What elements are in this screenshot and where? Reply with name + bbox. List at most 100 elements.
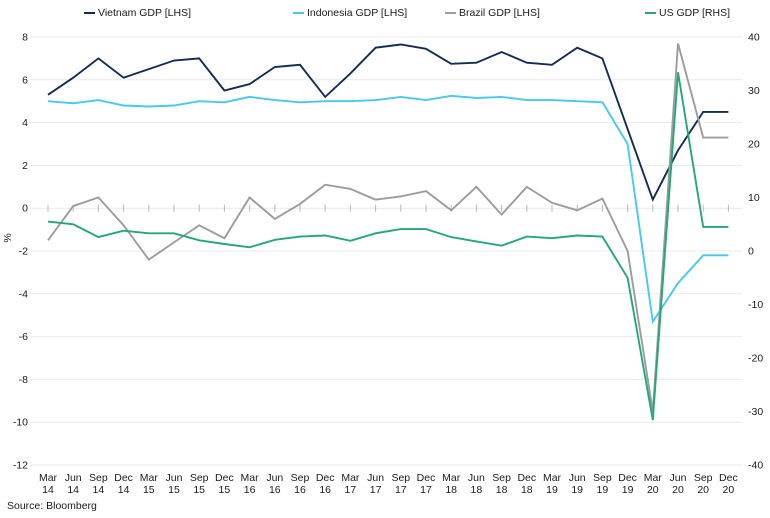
svg-text:17: 17 (420, 484, 432, 496)
svg-text:8: 8 (22, 32, 28, 44)
svg-text:Jun: Jun (569, 472, 586, 484)
legend-item-us-gdp-rhs: US GDP [RHS] (645, 6, 730, 20)
legend-label: Vietnam GDP [LHS] (98, 7, 191, 19)
svg-text:2: 2 (22, 160, 28, 172)
svg-text:20: 20 (647, 484, 659, 496)
svg-text:Jun: Jun (468, 472, 485, 484)
svg-text:20: 20 (723, 484, 735, 496)
svg-text:Jun: Jun (367, 472, 384, 484)
legend-swatch (645, 12, 656, 14)
svg-text:19: 19 (622, 484, 634, 496)
svg-text:Dec: Dec (215, 472, 234, 484)
svg-text:Mar: Mar (140, 472, 159, 484)
svg-text:Mar: Mar (644, 472, 663, 484)
svg-text:Dec: Dec (517, 472, 536, 484)
svg-text:-4: -4 (19, 288, 28, 300)
svg-text:18: 18 (471, 484, 483, 496)
legend-swatch (293, 12, 304, 14)
svg-text:14: 14 (67, 484, 79, 496)
legend-item-brazil-gdp-lhs: Brazil GDP [LHS] (445, 6, 540, 20)
svg-text:Mar: Mar (543, 472, 562, 484)
svg-text:15: 15 (168, 484, 180, 496)
svg-text:18: 18 (496, 484, 508, 496)
svg-text:Sep: Sep (89, 472, 108, 484)
series-line-brazil-gdp-lhs (47, 43, 729, 412)
source-note: Source: Bloomberg (7, 500, 97, 512)
svg-text:14: 14 (118, 484, 130, 496)
svg-text:Mar: Mar (241, 472, 260, 484)
svg-text:Jun: Jun (266, 472, 283, 484)
svg-text:15: 15 (193, 484, 205, 496)
svg-text:18: 18 (521, 484, 533, 496)
svg-text:-30: -30 (748, 406, 763, 418)
svg-text:Dec: Dec (114, 472, 133, 484)
right-axis-labels: 40 30 20 10 0 -10 -20 -30 -40 (748, 32, 763, 472)
svg-text:-6: -6 (19, 331, 28, 343)
legend-swatch (84, 12, 95, 14)
svg-text:Dec: Dec (719, 472, 738, 484)
svg-text:-20: -20 (748, 353, 763, 365)
svg-text:40: 40 (748, 32, 760, 44)
series-line-us-gdp-rhs (47, 72, 729, 421)
svg-text:Sep: Sep (593, 472, 612, 484)
svg-text:0: 0 (22, 203, 28, 215)
svg-text:Jun: Jun (65, 472, 82, 484)
svg-text:17: 17 (395, 484, 407, 496)
svg-text:19: 19 (597, 484, 609, 496)
svg-text:Sep: Sep (694, 472, 713, 484)
svg-text:Dec: Dec (618, 472, 637, 484)
svg-text:16: 16 (244, 484, 256, 496)
svg-text:14: 14 (93, 484, 105, 496)
svg-text:-10: -10 (13, 417, 28, 429)
svg-text:Sep: Sep (291, 472, 310, 484)
legend-label: Indonesia GDP [LHS] (307, 7, 408, 19)
legend-item-indonesia-gdp-lhs: Indonesia GDP [LHS] (293, 6, 407, 20)
series-line-indonesia-gdp-lhs (47, 94, 729, 325)
svg-text:20: 20 (697, 484, 709, 496)
chart-legend: Vietnam GDP [LHS] Indonesia GDP [LHS] Braz… (0, 6, 770, 22)
svg-text:16: 16 (319, 484, 331, 496)
svg-text:Mar: Mar (341, 472, 360, 484)
series-line-vietnam-gdp-lhs (47, 43, 729, 202)
svg-text:16: 16 (294, 484, 306, 496)
svg-text:Sep: Sep (190, 472, 209, 484)
x-axis-labels: Mar14Jun14Sep14Dec14Mar15Jun15Sep15Dec15… (39, 472, 738, 496)
svg-text:20: 20 (672, 484, 684, 496)
svg-text:Dec: Dec (316, 472, 335, 484)
svg-text:-12: -12 (13, 460, 28, 472)
legend-label: US GDP [RHS] (659, 7, 730, 19)
svg-text:17: 17 (345, 484, 357, 496)
svg-text:-40: -40 (748, 460, 763, 472)
svg-text:Sep: Sep (391, 472, 410, 484)
svg-text:Mar: Mar (442, 472, 461, 484)
svg-text:0: 0 (748, 246, 754, 258)
gridlines (30, 36, 742, 466)
svg-text:10: 10 (748, 192, 760, 204)
svg-text:Jun: Jun (670, 472, 687, 484)
legend-label: Brazil GDP [LHS] (459, 7, 540, 19)
svg-text:-2: -2 (19, 246, 28, 258)
svg-text:15: 15 (143, 484, 155, 496)
legend-swatch (445, 12, 456, 14)
svg-text:15: 15 (219, 484, 231, 496)
svg-text:-10: -10 (748, 299, 763, 311)
svg-text:16: 16 (269, 484, 281, 496)
svg-text:30: 30 (748, 85, 760, 97)
svg-text:20: 20 (748, 139, 760, 151)
svg-text:17: 17 (370, 484, 382, 496)
svg-text:Dec: Dec (417, 472, 436, 484)
svg-text:6: 6 (22, 74, 28, 86)
svg-text:Sep: Sep (492, 472, 511, 484)
legend-item-vietnam-gdp-lhs: Vietnam GDP [LHS] (84, 6, 191, 20)
svg-text:4: 4 (22, 117, 28, 129)
svg-text:14: 14 (42, 484, 54, 496)
y-axis-title: % (2, 233, 14, 242)
svg-text:-8: -8 (19, 374, 28, 386)
svg-text:18: 18 (445, 484, 457, 496)
svg-text:Jun: Jun (166, 472, 183, 484)
svg-text:19: 19 (546, 484, 558, 496)
svg-text:19: 19 (571, 484, 583, 496)
svg-text:Mar: Mar (39, 472, 58, 484)
